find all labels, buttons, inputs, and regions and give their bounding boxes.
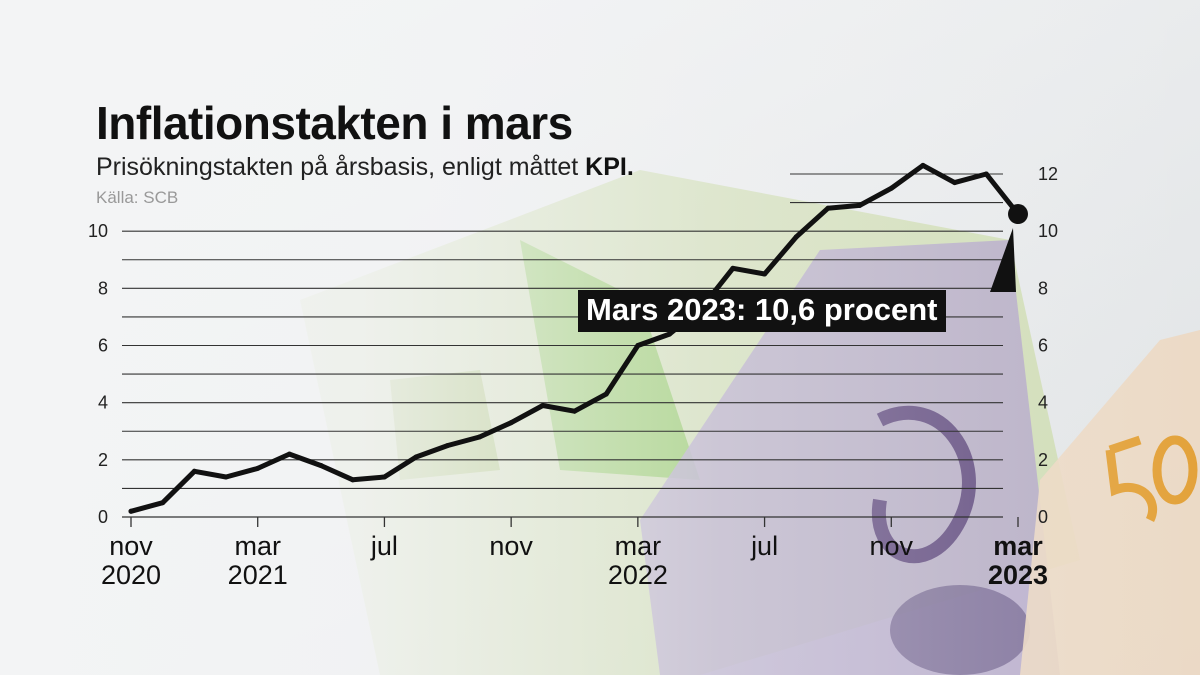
x-tick-year-label: 2023 (988, 560, 1048, 590)
y-tick-left-label: 2 (98, 450, 108, 470)
x-tick-label: mar (615, 531, 662, 561)
data-point (445, 443, 451, 449)
data-point (667, 331, 673, 337)
x-tick-year-label: 2020 (101, 560, 161, 590)
data-point (920, 162, 926, 168)
data-point (191, 468, 197, 474)
data-point (635, 343, 641, 348)
data-point (413, 454, 419, 460)
chart-title: Inflationstakten i mars (96, 97, 573, 149)
data-point (508, 420, 514, 426)
data-point (255, 465, 261, 471)
data-point (318, 463, 324, 469)
y-tick-right-label: 10 (1038, 221, 1058, 241)
y-tick-left-label: 8 (98, 278, 108, 298)
y-tick-right-label: 6 (1038, 336, 1048, 356)
y-tick-right-label: 8 (1038, 278, 1048, 298)
annotation-callout: Mars 2023: 10,6 procent (578, 290, 946, 332)
x-tick-label: mar (234, 531, 281, 561)
callout-pointer (990, 228, 1016, 292)
y-tick-right-label: 2 (1038, 450, 1048, 470)
x-tick-label: mar (993, 531, 1043, 561)
data-point (286, 451, 292, 457)
highlight-point (1008, 204, 1028, 225)
data-point (128, 508, 134, 514)
x-tick-label: nov (489, 531, 533, 561)
data-point (160, 500, 166, 506)
chart-subtitle: Prisökningstakten på årsbasis, enligt må… (96, 153, 634, 182)
data-point (793, 234, 799, 240)
y-tick-right-label: 0 (1038, 507, 1048, 527)
y-tick-right-label: 4 (1038, 393, 1048, 413)
x-tick-label: nov (870, 531, 914, 561)
data-point (857, 202, 863, 208)
y-tick-left-label: 10 (88, 221, 108, 241)
subtitle-text: Prisökningstakten på årsbasis, enligt må… (96, 153, 579, 181)
subtitle-emphasis: KPI. (585, 153, 634, 181)
data-point (825, 205, 831, 211)
data-point (350, 477, 356, 483)
y-tick-left-label: 4 (98, 393, 108, 413)
x-tick-year-label: 2022 (608, 560, 668, 590)
data-point (983, 171, 989, 177)
y-tick-left-label: 6 (98, 336, 108, 356)
data-point (381, 474, 387, 480)
y-tick-right-label: 12 (1038, 164, 1058, 184)
data-point (603, 391, 609, 397)
data-point (888, 185, 894, 191)
chart-source: Källa: SCB (96, 188, 179, 207)
data-point (572, 408, 577, 414)
x-tick-label: nov (109, 531, 153, 561)
data-point (476, 434, 482, 440)
data-point (540, 403, 546, 409)
x-tick-label: jul (370, 531, 398, 561)
x-tick-label: jul (750, 531, 778, 561)
y-tick-left-label: 0 (98, 507, 108, 527)
data-point (952, 180, 958, 186)
data-point (762, 271, 768, 277)
data-point (730, 265, 736, 271)
data-point (223, 474, 229, 480)
x-tick-year-label: 2021 (228, 560, 288, 590)
